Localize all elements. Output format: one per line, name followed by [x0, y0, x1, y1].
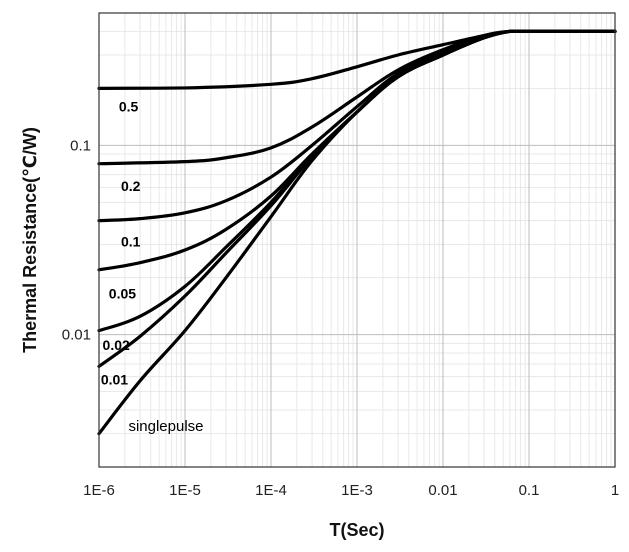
x-tick-label: 1E-3: [341, 482, 373, 499]
x-tick-labels: 1E-6 1E-5 1E-4 1E-3 0.01 0.1 1: [83, 482, 619, 499]
x-tick-label: 0.1: [519, 482, 540, 499]
x-tick-label: 1: [611, 482, 619, 499]
series-label: 0.1: [121, 234, 141, 250]
y-tick-label: 0.01: [62, 327, 91, 344]
plot-frame: [98, 12, 616, 468]
series-annotations: 0.5 0.2 0.1 0.05 0.02 0.01 singlepulse: [101, 99, 204, 435]
y-tick-label: 0.1: [70, 137, 91, 154]
y-tick-labels: 0.01 0.1: [62, 137, 91, 343]
x-tick-label: 1E-6: [83, 482, 115, 499]
series-label: 0.02: [103, 337, 130, 353]
x-axis-title: T(Sec): [329, 520, 384, 540]
series-label: 0.2: [121, 178, 141, 194]
x-tick-label: 1E-4: [255, 482, 287, 499]
series-lines: [97, 29, 617, 436]
series-label: 0.5: [119, 99, 139, 115]
x-tick-label: 0.01: [428, 482, 457, 499]
series-label: 0.01: [101, 371, 128, 387]
series-label: 0.05: [109, 285, 136, 301]
series-line-singlepulse: [97, 29, 617, 436]
y-axis-title: Thermal Resistance(℃/W): [20, 127, 40, 353]
series-label: singlepulse: [128, 418, 203, 435]
x-tick-label: 1E-5: [169, 482, 201, 499]
